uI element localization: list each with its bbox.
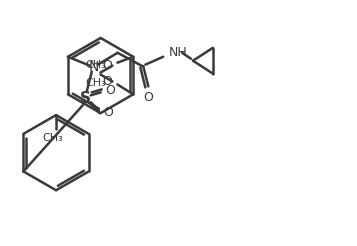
Text: CH₃: CH₃ [85,60,106,70]
Text: CH₃: CH₃ [43,133,64,143]
Text: O: O [102,75,112,88]
Text: O: O [104,106,114,119]
Text: O: O [106,84,116,97]
Text: NH: NH [169,46,188,59]
Text: CH₃: CH₃ [85,77,106,88]
Text: S: S [80,91,91,106]
Text: O: O [144,91,153,104]
Text: N: N [89,60,99,74]
Text: O: O [102,59,112,72]
